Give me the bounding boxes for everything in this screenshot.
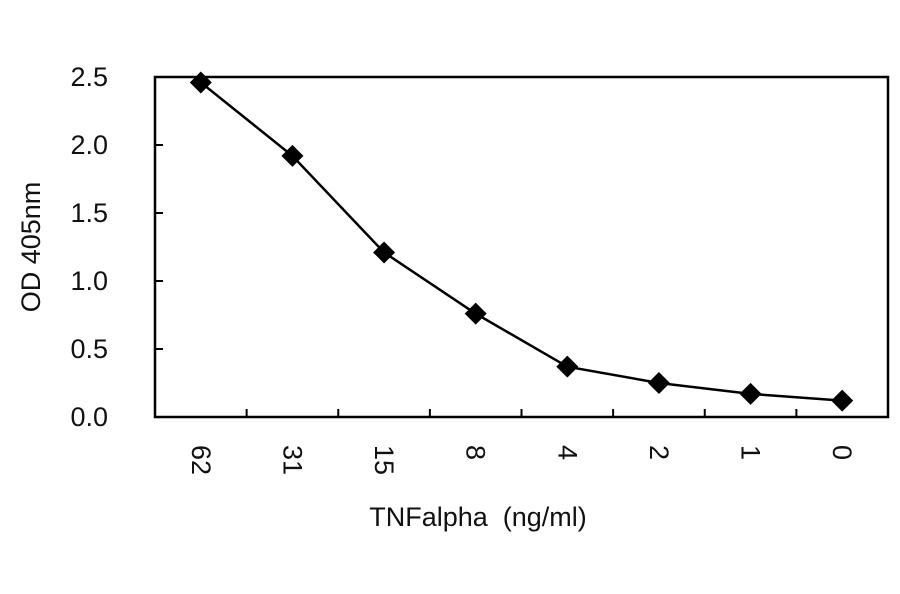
x-axis-label: TNFalpha (ng/ml) (369, 502, 587, 532)
data-point-4 (556, 355, 579, 378)
y-tick-label: 0.0 (70, 402, 108, 432)
data-point-31 (281, 144, 304, 167)
data-point-8 (464, 302, 487, 325)
y-tick-label: 1.5 (70, 198, 108, 228)
y-tick-label: 2.5 (70, 62, 108, 92)
x-tick-label: 31 (277, 445, 307, 475)
y-tick-label: 2.0 (70, 130, 108, 160)
y-tick-label: 1.0 (70, 266, 108, 296)
x-tick-label: 4 (552, 445, 582, 460)
data-point-0 (831, 389, 854, 412)
y-tick-label: 0.5 (70, 334, 108, 364)
x-tick-label: 1 (736, 445, 766, 460)
data-point-2 (647, 372, 670, 394)
x-tick-label: 8 (461, 445, 491, 460)
data-point-15 (373, 241, 396, 264)
x-tick-label: 15 (369, 445, 399, 475)
data-point-62 (189, 71, 212, 94)
x-tick-label: 2 (644, 445, 674, 460)
y-axis-label: OD 405nm (16, 182, 46, 313)
x-tick-label: 62 (186, 445, 216, 475)
plot-frame (153, 75, 890, 419)
x-tick-label: 0 (827, 445, 857, 460)
data-point-1 (739, 382, 762, 405)
series-line (200, 81, 843, 402)
